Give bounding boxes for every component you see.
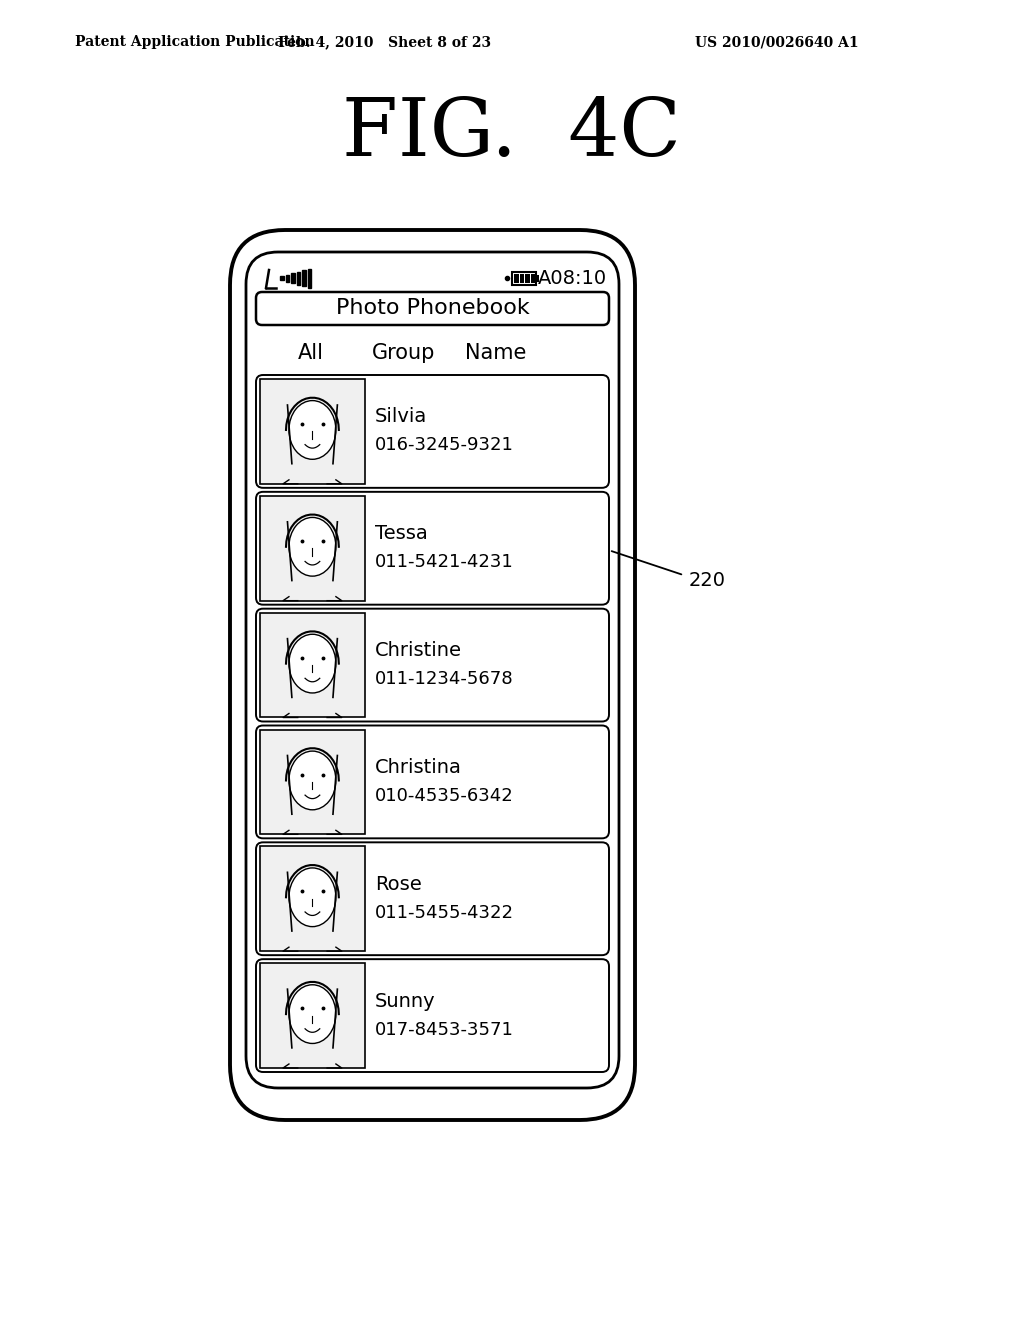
Bar	[260, 612, 365, 718]
Bar	[530, 275, 535, 282]
Ellipse shape	[289, 400, 336, 459]
Text: 010-4535-6342: 010-4535-6342	[375, 787, 514, 805]
Bar	[525, 275, 529, 282]
Bar	[307, 268, 311, 288]
Bar	[512, 272, 536, 285]
Ellipse shape	[289, 869, 336, 927]
Text: Photo Phonebook: Photo Phonebook	[336, 298, 529, 318]
Bar	[514, 275, 518, 282]
Bar	[260, 964, 365, 1068]
Text: Patent Application Publication: Patent Application Publication	[75, 36, 314, 49]
Text: 011-5455-4322: 011-5455-4322	[375, 904, 514, 921]
Ellipse shape	[289, 985, 336, 1044]
Bar	[519, 275, 524, 282]
Text: 220: 220	[689, 570, 726, 590]
Text: A08:10: A08:10	[538, 268, 607, 288]
Text: Feb. 4, 2010   Sheet 8 of 23: Feb. 4, 2010 Sheet 8 of 23	[279, 36, 492, 49]
FancyBboxPatch shape	[256, 726, 609, 838]
Bar	[280, 276, 284, 280]
FancyBboxPatch shape	[256, 375, 609, 488]
FancyBboxPatch shape	[256, 492, 609, 605]
Bar	[260, 846, 365, 952]
FancyBboxPatch shape	[256, 842, 609, 956]
Text: Tessa: Tessa	[375, 524, 428, 544]
Text: Name: Name	[465, 343, 526, 363]
Text: Sunny: Sunny	[375, 991, 435, 1011]
Text: US 2010/0026640 A1: US 2010/0026640 A1	[695, 36, 859, 49]
Bar	[260, 730, 365, 834]
FancyBboxPatch shape	[256, 609, 609, 722]
Text: Rose: Rose	[375, 875, 422, 894]
Text: 011-5421-4231: 011-5421-4231	[375, 553, 514, 572]
Text: All: All	[298, 343, 324, 363]
Text: 011-1234-5678: 011-1234-5678	[375, 671, 513, 688]
Bar	[260, 379, 365, 484]
Text: 017-8453-3571: 017-8453-3571	[375, 1020, 514, 1039]
Text: 016-3245-9321: 016-3245-9321	[375, 437, 514, 454]
Text: Group: Group	[373, 343, 435, 363]
Ellipse shape	[289, 751, 336, 809]
Text: Christina: Christina	[375, 758, 462, 777]
Ellipse shape	[289, 635, 336, 693]
Bar	[536, 275, 539, 282]
Bar	[302, 271, 305, 286]
Bar	[297, 272, 300, 285]
Text: FIG.  4C: FIG. 4C	[342, 95, 682, 173]
Bar	[291, 273, 295, 282]
Text: Christine: Christine	[375, 642, 462, 660]
FancyBboxPatch shape	[256, 292, 609, 325]
FancyBboxPatch shape	[256, 960, 609, 1072]
Text: Silvia: Silvia	[375, 408, 427, 426]
FancyBboxPatch shape	[230, 230, 635, 1119]
Bar	[286, 275, 289, 281]
FancyBboxPatch shape	[246, 252, 618, 1088]
Ellipse shape	[289, 517, 336, 576]
Bar	[260, 496, 365, 601]
